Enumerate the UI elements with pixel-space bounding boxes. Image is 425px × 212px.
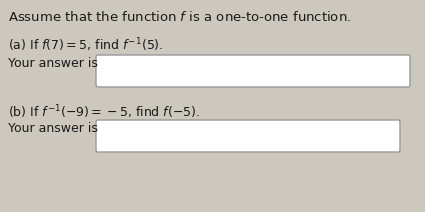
Text: (a) If $f(7) = 5$, find $f^{-1}(5)$.: (a) If $f(7) = 5$, find $f^{-1}(5)$. xyxy=(8,36,164,54)
FancyBboxPatch shape xyxy=(96,120,400,152)
Text: Your answer is: Your answer is xyxy=(8,57,98,70)
FancyBboxPatch shape xyxy=(96,55,410,87)
Text: Your answer is: Your answer is xyxy=(8,122,98,135)
Text: Assume that the function $f$ is a one-to-one function.: Assume that the function $f$ is a one-to… xyxy=(8,10,351,24)
Text: (b) If $f^{-1}(-9) = -5$, find $f(-5)$.: (b) If $f^{-1}(-9) = -5$, find $f(-5)$. xyxy=(8,103,200,121)
